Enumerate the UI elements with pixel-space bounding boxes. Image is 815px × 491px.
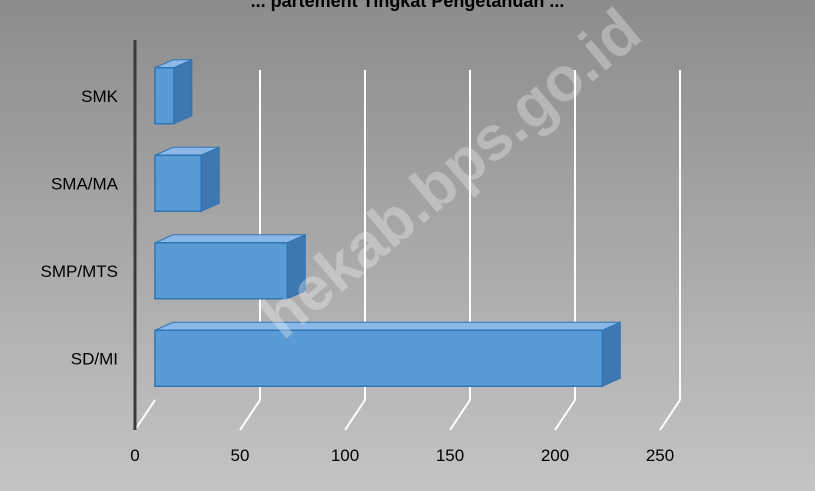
bar-side-face (286, 233, 306, 300)
bar-side-face (173, 58, 193, 125)
floor-gridline (134, 399, 156, 431)
x-tick-label: 50 (231, 446, 250, 465)
y-category-label: SMK (81, 87, 119, 106)
x-tick-label: 250 (646, 446, 674, 465)
bar (154, 154, 202, 212)
floor-gridline (659, 399, 681, 431)
bar-side-face (200, 146, 220, 213)
bar-side-face (601, 321, 621, 388)
floor-gridline (449, 399, 471, 431)
axis-labels: 0 50 100 150 200 250 SD/MI SMP/MTS SMA/MA SMK (41, 87, 675, 465)
y-category-label: SMA/MA (51, 174, 119, 193)
bar-top-face (154, 321, 621, 331)
chart-title: ... partement Tingkat Pengetahuan ... (250, 0, 565, 11)
bar (154, 242, 289, 300)
bars (154, 58, 621, 388)
y-category-label: SMP/MTS (41, 262, 118, 281)
floor-gridline (239, 399, 261, 431)
x-tick-label: 200 (541, 446, 569, 465)
y-category-label: SD/MI (71, 349, 118, 368)
x-tick-label: 150 (436, 446, 464, 465)
bar (154, 329, 604, 387)
floor-gridline (344, 399, 366, 431)
floor-gridline (554, 399, 576, 431)
x-tick-label: 100 (331, 446, 359, 465)
x-tick-label: 0 (130, 446, 139, 465)
bar-top-face (154, 234, 306, 244)
bar (154, 67, 175, 125)
